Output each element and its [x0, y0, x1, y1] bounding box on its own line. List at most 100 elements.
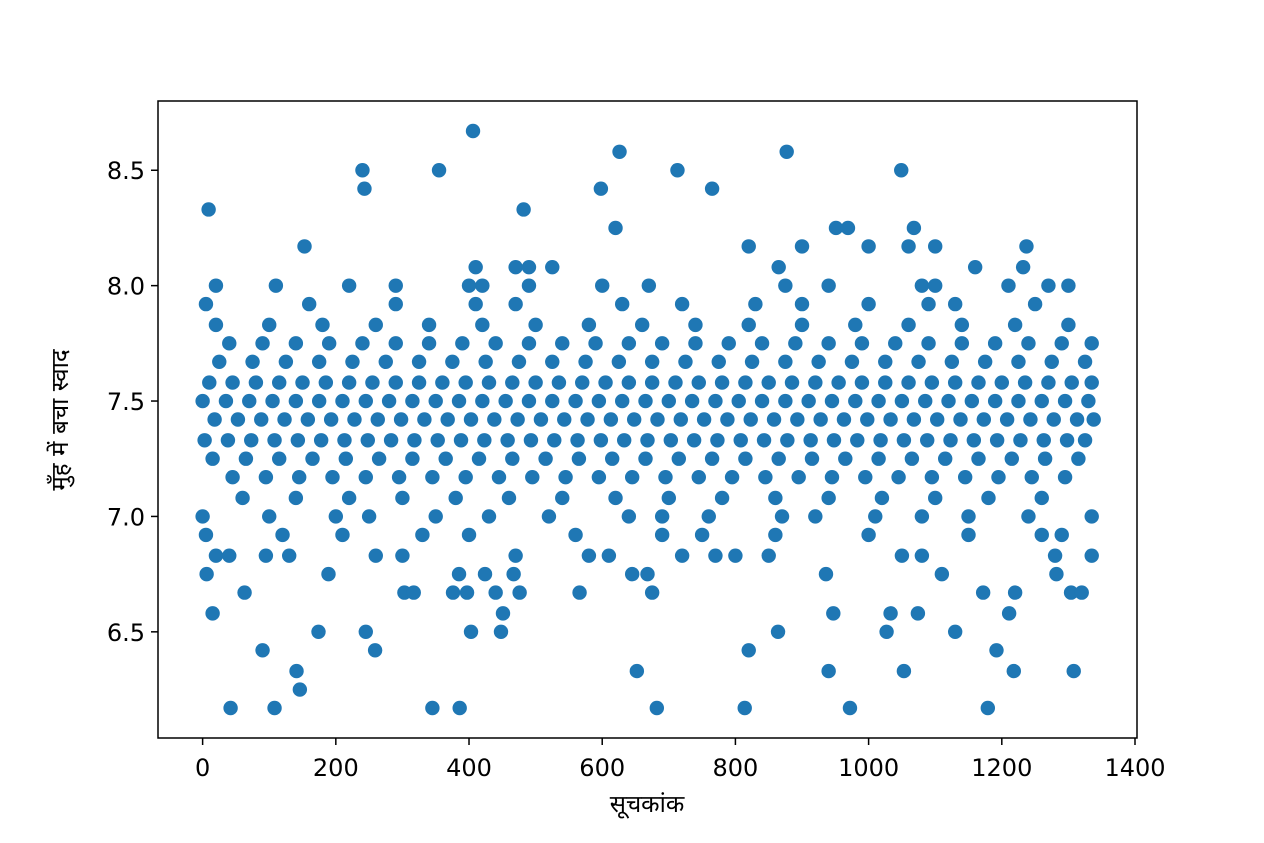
scatter-point	[670, 163, 685, 178]
scatter-point	[487, 412, 502, 427]
scatter-point	[475, 278, 490, 293]
scatter-point	[301, 296, 317, 312]
scatter-point	[288, 393, 304, 409]
scatter-point	[954, 317, 970, 333]
scatter-point	[894, 163, 909, 178]
scatter-point	[1006, 663, 1021, 679]
scatter-point	[508, 296, 523, 312]
scatter-point	[201, 202, 216, 217]
scatter-point	[794, 239, 810, 254]
scatter-point	[510, 412, 525, 427]
scatter-point	[971, 375, 986, 390]
scatter-point	[254, 412, 269, 427]
scatter-point	[341, 375, 357, 390]
scatter-point	[741, 317, 756, 333]
scatter-point	[896, 663, 912, 679]
scatter-point	[207, 412, 222, 427]
scatter-point	[611, 354, 627, 370]
scatter-point	[225, 469, 240, 485]
scatter-point	[521, 259, 537, 275]
scatter-point	[368, 548, 383, 563]
scatter-point	[694, 527, 710, 543]
scatter-point	[891, 469, 906, 485]
scatter-point	[621, 336, 637, 351]
scatter-point	[754, 393, 770, 409]
scatter-point	[341, 490, 357, 506]
scatter-point	[906, 412, 922, 427]
scatter-point	[358, 624, 373, 640]
scatter-point	[761, 548, 776, 563]
scatter-point	[311, 624, 326, 640]
scatter-point	[321, 566, 336, 582]
scatter-point	[778, 354, 793, 370]
scatter-point	[961, 509, 976, 524]
scatter-point	[578, 354, 593, 370]
scatter-point	[684, 393, 700, 409]
scatter-point	[255, 643, 270, 658]
scatter-point	[790, 412, 805, 427]
scatter-point	[593, 181, 609, 196]
scatter-point	[741, 643, 756, 658]
scatter-point	[987, 393, 1003, 409]
scatter-point	[461, 278, 477, 293]
scatter-point	[791, 469, 806, 485]
scatter-point	[634, 317, 650, 333]
scatter-point	[501, 490, 517, 506]
scatter-point	[924, 375, 940, 390]
scatter-point	[471, 451, 487, 466]
scatter-point	[770, 624, 786, 640]
scatter-point	[275, 527, 290, 543]
scatter-point	[463, 412, 479, 427]
scatter-point	[1007, 585, 1023, 600]
scatter-point	[934, 566, 950, 582]
scatter-point	[743, 412, 758, 427]
scatter-point	[612, 144, 627, 159]
scatter-point	[848, 317, 863, 333]
scatter-point	[220, 433, 236, 448]
scatter-point	[258, 548, 274, 563]
scatter-point	[1015, 259, 1031, 275]
scatter-point	[237, 585, 252, 600]
scatter-point	[821, 278, 836, 293]
scatter-point	[199, 566, 214, 582]
scatter-point	[367, 643, 383, 658]
scatter-point	[568, 527, 583, 543]
scatter-point	[737, 700, 752, 716]
scatter-point	[674, 296, 690, 312]
scatter-point	[621, 375, 637, 390]
scatter-point	[1001, 606, 1017, 621]
scatter-point	[914, 509, 930, 524]
scatter-point	[568, 393, 583, 409]
scatter-point	[678, 354, 693, 370]
scatter-point	[255, 336, 270, 351]
scatter-point	[957, 469, 973, 485]
scatter-point	[580, 412, 595, 427]
scatter-point	[321, 336, 337, 351]
scatter-point	[222, 336, 237, 351]
scatter-point	[242, 393, 257, 409]
scatter-point	[195, 393, 210, 409]
scatter-point	[1069, 412, 1085, 427]
scatter-point	[701, 509, 716, 524]
scatter-point	[937, 451, 953, 466]
scatter-point	[954, 336, 970, 351]
scatter-point	[1071, 451, 1086, 466]
scatter-point	[1084, 375, 1099, 390]
scatter-point	[641, 278, 657, 293]
x-tick-label: 0	[195, 754, 210, 782]
scatter-point	[608, 220, 623, 236]
scatter-point	[406, 585, 421, 600]
scatter-point	[896, 433, 912, 448]
scatter-point	[904, 451, 920, 466]
scatter-point	[391, 469, 407, 485]
scatter-point	[461, 527, 477, 543]
scatter-point	[928, 239, 943, 254]
scatter-point	[883, 606, 898, 621]
scatter-point	[358, 393, 373, 409]
scatter-point	[291, 469, 307, 485]
scatter-point	[295, 375, 310, 390]
scatter-point	[861, 239, 876, 254]
scatter-point	[288, 490, 304, 506]
scatter-point	[878, 375, 893, 390]
scatter-point	[696, 412, 712, 427]
